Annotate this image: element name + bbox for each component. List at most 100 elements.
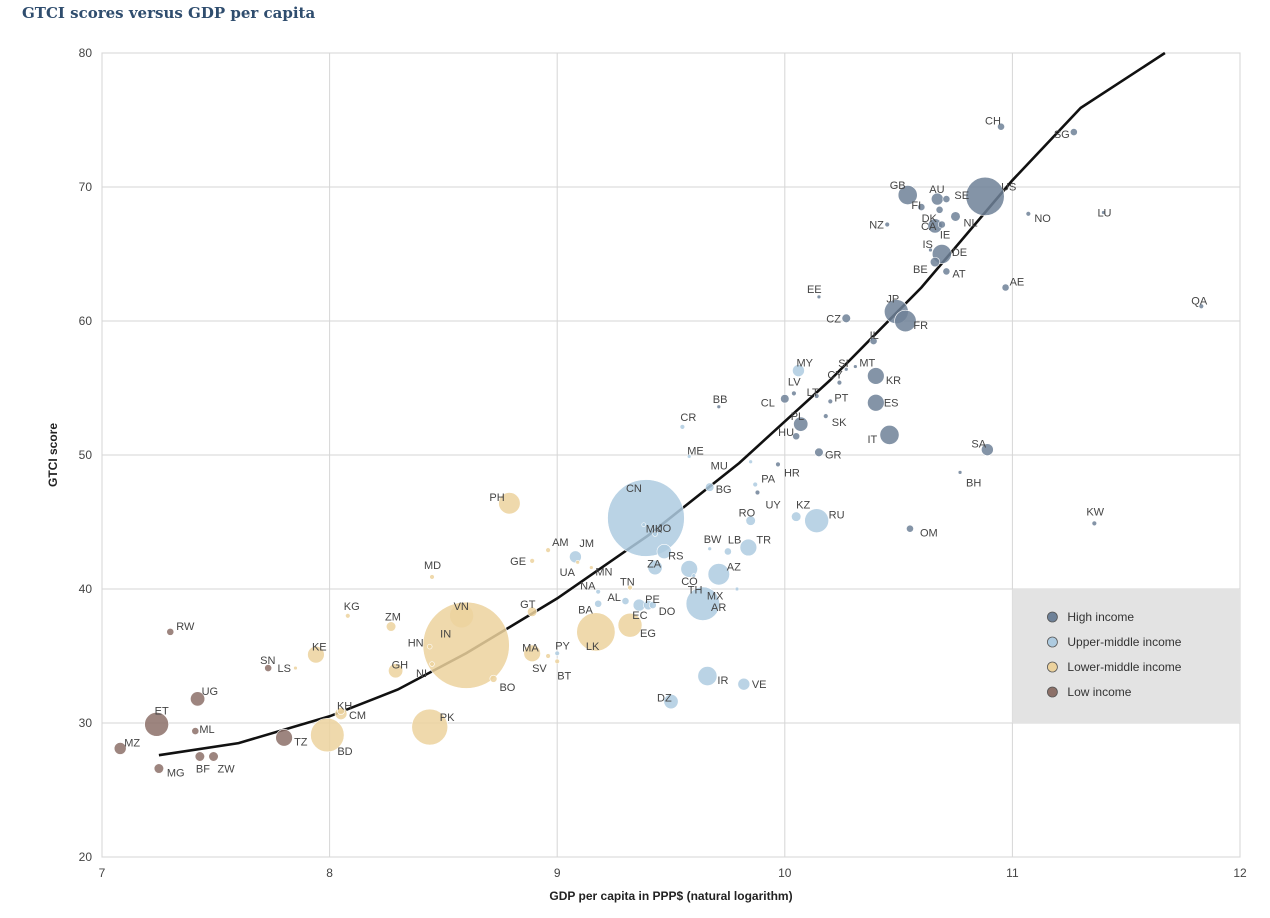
point-label-lv: LV [788, 376, 801, 388]
data-point-eg [617, 612, 643, 638]
point-label-sk: SK [832, 417, 847, 429]
data-point-ma [523, 644, 541, 663]
point-label-bd: BD [337, 746, 352, 758]
data-point-qa [1198, 303, 1205, 309]
data-point-az [707, 563, 730, 586]
data-point-si [844, 367, 849, 372]
point-label-az: AZ [727, 561, 741, 573]
point-label-lt: LT [807, 387, 819, 399]
point-label-bt: BT [557, 670, 571, 682]
point-label-co: CO [681, 576, 698, 588]
data-point-md [429, 574, 435, 580]
data-point-mt [853, 364, 858, 369]
data-point-ve [737, 677, 751, 691]
point-label-gt: GT [520, 599, 536, 611]
point-label-me: ME [687, 445, 704, 457]
data-point-om [906, 524, 914, 533]
point-label-kz: KZ [796, 500, 810, 512]
data-point-mk [641, 522, 646, 527]
point-label-my: MY [796, 358, 813, 370]
point-label-dz: DZ [657, 693, 672, 705]
point-label-ls: LS [277, 663, 290, 675]
data-point-py [554, 650, 560, 657]
data-point-na [595, 588, 601, 595]
data-point-bd [310, 717, 345, 753]
point-label-bg: BG [716, 484, 732, 496]
point-label-py: PY [555, 640, 570, 652]
x-tick-label: 12 [1233, 866, 1247, 880]
point-label-pt: PT [834, 392, 848, 404]
legend-label-lmid: Lower-middle income [1067, 660, 1181, 674]
data-point-ch [997, 122, 1005, 131]
point-label-cr: CR [680, 412, 696, 424]
data-point-il [869, 337, 878, 345]
point-label-ru: RU [829, 510, 845, 522]
point-label-fr: FR [913, 320, 928, 332]
point-label-hu: HU [778, 427, 794, 439]
point-label-pe: PE [645, 594, 660, 606]
data-point-dk [935, 205, 944, 214]
data-point-bh [957, 470, 963, 475]
data-point-cl [780, 394, 790, 404]
point-label-ug: UG [202, 686, 219, 698]
point-label-mt: MT [859, 358, 875, 370]
point-label-is: IS [922, 239, 932, 251]
point-label-ca: CA [921, 221, 937, 233]
legend: High income Upper-middle income Lower-midd… [1047, 610, 1182, 699]
x-tick-label: 7 [99, 866, 106, 880]
point-label-qa: QA [1191, 295, 1208, 307]
data-point-nz [884, 221, 890, 228]
data-point-am [545, 547, 551, 553]
data-point-is [928, 247, 933, 253]
data-point-lu [1101, 210, 1106, 215]
point-label-zm: ZM [385, 612, 401, 624]
data-point-tz [275, 729, 293, 747]
data-point-et [144, 712, 169, 737]
point-label-ge: GE [510, 556, 526, 568]
point-label-pk: PK [440, 712, 455, 724]
point-label-mu: MU [711, 461, 728, 473]
x-tick-label: 9 [554, 866, 561, 880]
data-point-nl [950, 211, 961, 222]
data-point-ke [307, 645, 325, 664]
data-point-gh [388, 663, 404, 679]
point-label-zw: ZW [218, 764, 236, 776]
point-label-mz: MZ [124, 737, 140, 749]
point-label-sv: SV [532, 663, 547, 675]
point-label-nl: NL [964, 217, 978, 229]
point-label-ie: IE [940, 230, 950, 242]
data-point-us [965, 176, 1005, 216]
data-point-ls [293, 665, 298, 671]
point-label-ae: AE [1010, 277, 1025, 289]
point-label-be: BE [913, 264, 928, 276]
point-label-vn: VN [454, 601, 469, 613]
x-axis-title: GDP per capita in PPP$ (natural logarith… [549, 889, 792, 903]
point-label-lu: LU [1097, 207, 1111, 219]
data-point-co [680, 560, 698, 578]
point-label-tn: TN [620, 577, 635, 589]
point-label-rw: RW [176, 621, 195, 633]
point-label-gh: GH [392, 660, 409, 672]
point-label-gr: GR [825, 449, 842, 461]
point-label-cy: CY [827, 370, 843, 382]
point-label-eg: EG [640, 628, 656, 640]
data-point-ru [804, 508, 829, 533]
point-label-uy: UY [765, 500, 781, 512]
grid-layer [101, 52, 1241, 858]
data-point-mu [748, 459, 753, 464]
y-tick-label: 40 [79, 582, 93, 596]
point-label-sg: SG [1054, 129, 1070, 141]
point-label-kg: KG [344, 601, 360, 613]
y-axis-title: GTCI score [46, 423, 60, 487]
data-point-cr [679, 424, 686, 430]
data-point-za [647, 560, 663, 576]
data-point-th [691, 573, 696, 578]
point-label-et: ET [155, 705, 169, 717]
point-label-hr: HR [784, 467, 800, 479]
data-point-ge [529, 558, 535, 564]
point-label-lk: LK [586, 641, 600, 653]
data-point-sk [823, 413, 829, 419]
data-point-pt [827, 398, 834, 405]
data-point-ml [191, 727, 200, 735]
data-point-tn [627, 584, 633, 591]
